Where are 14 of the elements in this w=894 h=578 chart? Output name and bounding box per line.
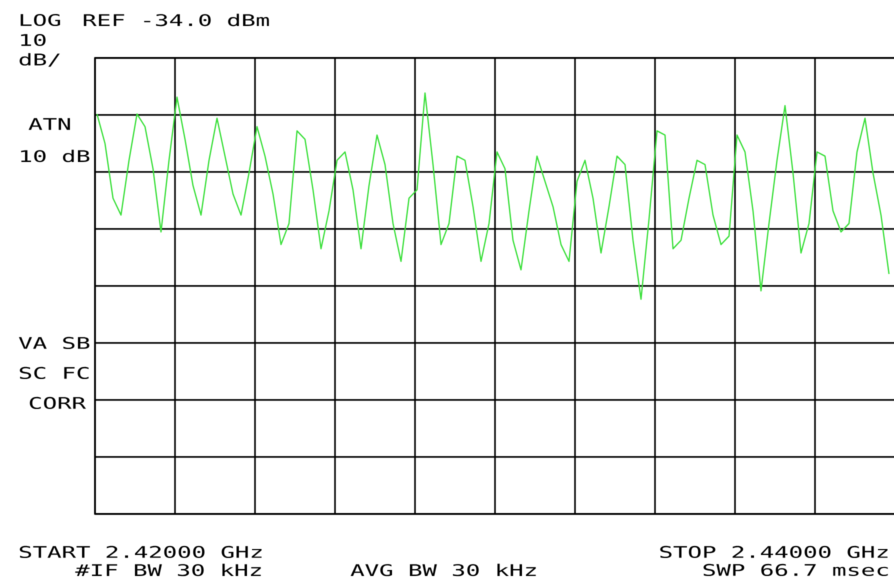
text: LOG (20, 14, 60, 26)
text: AVG BW 30 kHz (350, 564, 536, 576)
text: SC FC (20, 366, 89, 380)
text: SWP 66.7 msec (704, 564, 888, 576)
text: #IF BW 30 kHz (75, 564, 261, 576)
text: START 2.42000 GHz (20, 546, 262, 558)
text: dB/ (20, 53, 60, 67)
text: REF -34.0 dBm (84, 14, 269, 26)
text: STOP 2.44000 GHz (660, 546, 888, 558)
text: CORR (30, 396, 86, 410)
text: ATN (28, 118, 70, 130)
text: 10 dB (21, 150, 90, 162)
text: VA SB (18, 336, 90, 350)
text: 10 (21, 34, 46, 46)
